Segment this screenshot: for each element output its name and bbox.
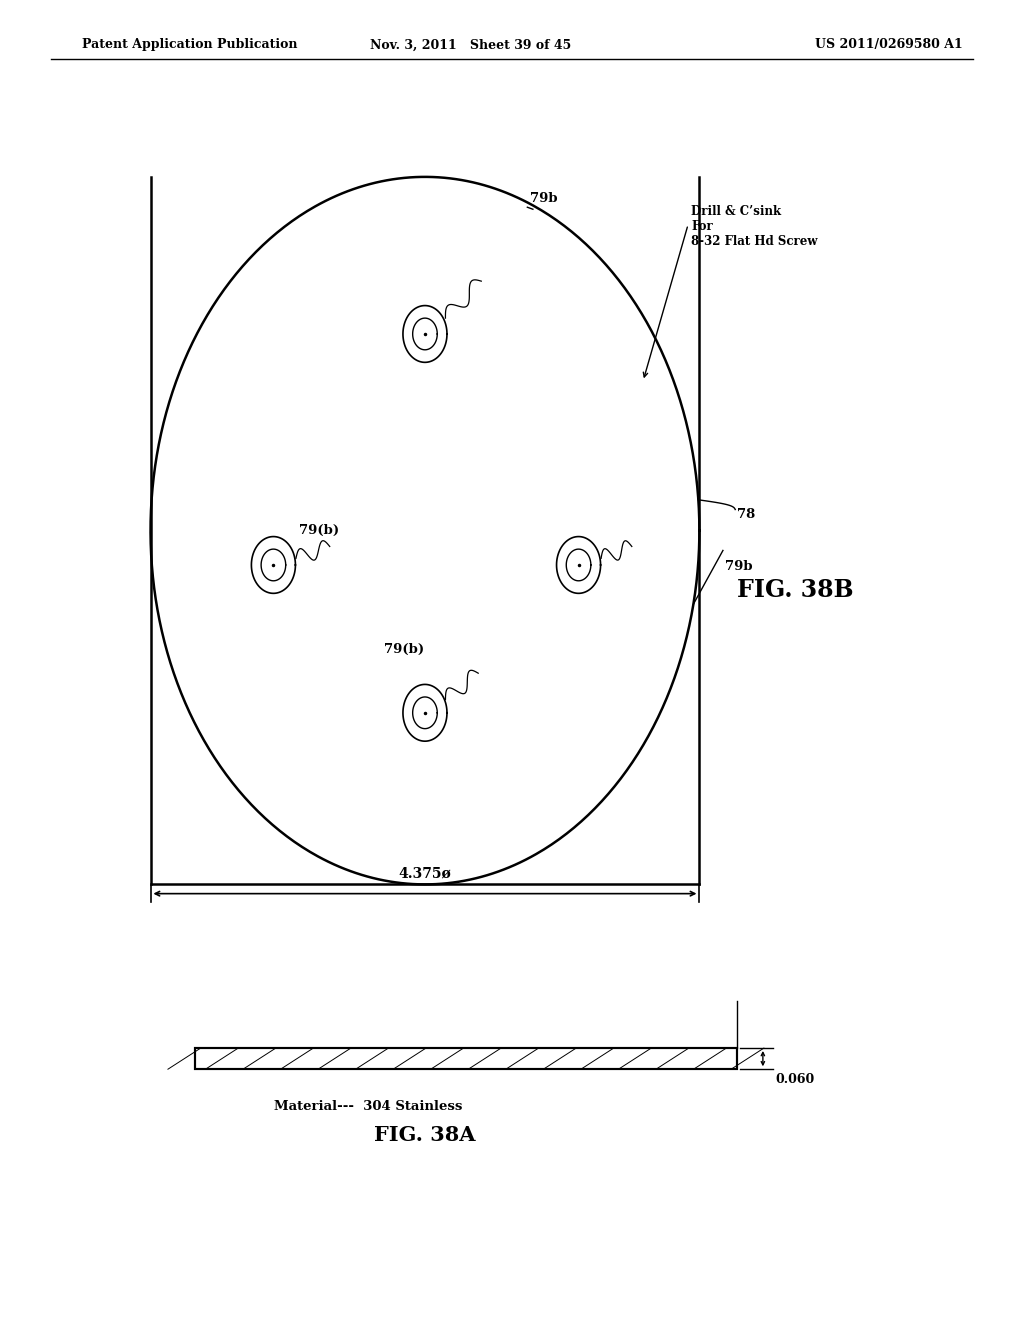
Bar xyxy=(195,1048,737,1069)
Text: FIG. 38A: FIG. 38A xyxy=(374,1125,476,1146)
Text: Drill & C’sink
For
8-32 Flat Hd Screw: Drill & C’sink For 8-32 Flat Hd Screw xyxy=(691,205,818,248)
Text: US 2011/0269580 A1: US 2011/0269580 A1 xyxy=(815,38,963,51)
Text: FIG. 38B: FIG. 38B xyxy=(737,578,854,602)
Text: 79b: 79b xyxy=(530,191,558,205)
Text: 4.375ø: 4.375ø xyxy=(398,866,452,880)
Text: 79b: 79b xyxy=(725,560,753,573)
Text: 79(b): 79(b) xyxy=(384,643,424,656)
Text: 78: 78 xyxy=(737,508,756,521)
Text: 79(b): 79(b) xyxy=(299,524,339,537)
Text: 0.060: 0.060 xyxy=(775,1073,814,1086)
Text: Material---  304 Stainless: Material--- 304 Stainless xyxy=(274,1100,463,1113)
Bar xyxy=(195,1048,737,1069)
Text: Patent Application Publication: Patent Application Publication xyxy=(82,38,297,51)
Text: Nov. 3, 2011   Sheet 39 of 45: Nov. 3, 2011 Sheet 39 of 45 xyxy=(371,38,571,51)
